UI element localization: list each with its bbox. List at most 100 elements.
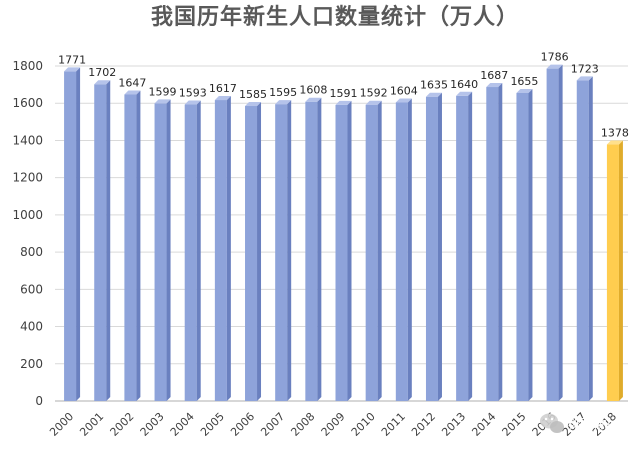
data-label: 1599 — [149, 85, 177, 98]
bar-side — [407, 98, 412, 401]
watermark-text: 桃花源t — [568, 416, 612, 432]
y-tick-label: 1200 — [12, 171, 43, 185]
y-tick-label: 1400 — [12, 133, 43, 147]
bar-front — [425, 96, 438, 401]
bar — [305, 97, 322, 401]
bar-front — [245, 106, 258, 401]
bar-front — [154, 103, 167, 402]
x-tick-label: 2002 — [108, 410, 137, 439]
data-label: 1687 — [480, 69, 508, 82]
bar-top — [486, 83, 503, 88]
data-label: 1617 — [209, 82, 237, 95]
x-tick-label: 2000 — [47, 410, 76, 439]
bar-side — [136, 90, 141, 401]
bar-front — [64, 71, 77, 402]
data-label: 1655 — [510, 75, 538, 88]
bar — [124, 90, 141, 401]
bar-top — [305, 97, 322, 102]
bar — [335, 100, 352, 402]
y-tick-label: 600 — [20, 282, 43, 296]
x-tick-label: 2001 — [77, 410, 106, 439]
bar-top — [456, 91, 473, 96]
data-label: 1593 — [179, 87, 207, 100]
bar-top — [365, 100, 382, 105]
x-tick-label: 2005 — [198, 410, 227, 439]
bar-top — [245, 102, 262, 107]
bar-side — [498, 83, 503, 402]
bar-front — [606, 144, 619, 402]
y-tick-label: 0 — [35, 394, 43, 408]
bar-side — [618, 140, 623, 402]
bar — [184, 100, 201, 402]
bar-front — [305, 101, 318, 401]
bar — [516, 88, 533, 401]
bar-side — [347, 100, 352, 402]
bar-front — [486, 87, 499, 402]
bar-top — [425, 92, 442, 97]
x-tick-label: 2015 — [500, 410, 529, 439]
bar-side — [287, 100, 292, 402]
bar — [606, 140, 623, 402]
bar — [275, 100, 292, 402]
x-tick-label: 2004 — [168, 410, 197, 439]
bar — [486, 83, 503, 402]
data-label: 1723 — [571, 62, 599, 75]
wechat-icon — [540, 413, 564, 433]
bar-top — [214, 96, 231, 101]
bar — [395, 98, 412, 401]
bar-top — [516, 88, 533, 93]
bar-front — [184, 104, 197, 402]
y-tick-label: 200 — [20, 357, 43, 371]
y-tick-label: 1800 — [12, 59, 43, 73]
bar-front — [395, 102, 408, 401]
bar-top — [154, 99, 171, 104]
data-label: 1640 — [450, 78, 478, 91]
bar-top — [275, 100, 292, 105]
bar-side — [437, 92, 442, 401]
bar-top — [94, 80, 111, 85]
bar-side — [377, 100, 382, 401]
data-label: 1595 — [269, 86, 297, 99]
x-tick-label: 2010 — [349, 410, 378, 439]
bar — [546, 64, 563, 401]
bar-side — [226, 96, 231, 401]
bar-side — [468, 91, 473, 402]
data-label: 1647 — [118, 76, 146, 89]
bar-front — [365, 104, 378, 401]
y-tick-label: 1000 — [12, 208, 43, 222]
bar-top — [335, 100, 352, 105]
bar — [456, 91, 473, 402]
bar-front — [516, 92, 529, 401]
bar-side — [588, 76, 593, 401]
bar — [365, 100, 382, 401]
bar-top — [124, 90, 141, 95]
bars — [64, 64, 623, 402]
bar-front — [335, 104, 348, 402]
bar-side — [528, 88, 533, 401]
bar-front — [546, 68, 559, 401]
x-tick-label: 2006 — [228, 410, 257, 439]
data-label: 1608 — [299, 84, 327, 97]
data-label: 1786 — [541, 51, 569, 64]
watermark: 桃花源t — [540, 413, 612, 433]
bar-side — [317, 97, 322, 401]
bar — [425, 92, 442, 401]
bar — [94, 80, 111, 401]
bar-top — [546, 64, 563, 69]
x-tick-label: 2013 — [439, 410, 468, 439]
x-tick-label: 2012 — [409, 410, 438, 439]
data-label: 1585 — [239, 88, 267, 101]
bar — [154, 99, 171, 402]
bar-top — [184, 100, 201, 105]
bar-front — [456, 95, 469, 402]
bar-side — [257, 102, 262, 401]
x-tick-label: 2009 — [319, 410, 348, 439]
data-label: 1604 — [390, 84, 418, 97]
x-tick-label: 2007 — [258, 410, 287, 439]
bar-side — [196, 100, 201, 402]
bar-top — [606, 140, 623, 145]
bar-side — [106, 80, 111, 401]
bar-top — [64, 67, 81, 72]
x-axis: 2000 2001 2002 2003 2004 2005 2006 2007 2008 2009… — [47, 410, 619, 439]
bar-side — [166, 99, 171, 402]
